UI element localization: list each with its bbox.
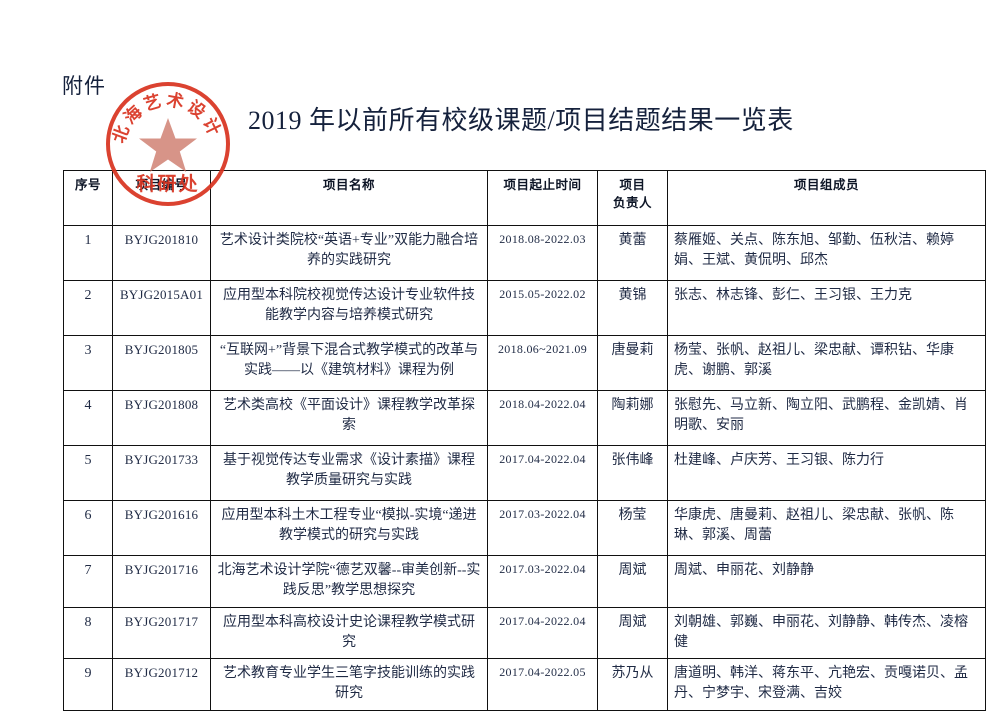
table-row: 1 BYJG201810 艺术设计类院校“英语+专业”双能力融合培养的实践研究 … bbox=[63, 225, 986, 281]
table-row: 9 BYJG201712 艺术教育专业学生三笔字技能训练的实践研究 2017.0… bbox=[63, 658, 986, 711]
cell-code: BYJG201712 bbox=[112, 658, 211, 711]
table-row: 4 BYJG201808 艺术类高校《平面设计》课程教学改革探索 2018.04… bbox=[63, 390, 986, 446]
cell-leader: 苏乃从 bbox=[597, 658, 668, 711]
header-name: 项目名称 bbox=[210, 170, 488, 226]
cell-members: 张志、林志锋、彭仁、王习银、王力克 bbox=[667, 280, 986, 336]
page-title: 2019 年以前所有校级课题/项目结题结果一览表 bbox=[248, 106, 794, 135]
cell-period: 2018.04-2022.04 bbox=[487, 390, 598, 446]
cell-index: 8 bbox=[63, 606, 113, 660]
cell-name: “互联网+”背景下混合式教学模式的改革与实践——以《建筑材料》课程为例 bbox=[210, 335, 488, 391]
header-members: 项目组成员 bbox=[667, 170, 986, 226]
cell-members: 杨莹、张帆、赵祖儿、梁忠献、谭积钻、华康虎、谢鹏、郭溪 bbox=[667, 335, 986, 391]
cell-index: 9 bbox=[63, 658, 113, 711]
cell-code: BYJG2015A01 bbox=[112, 280, 211, 336]
table-row: 5 BYJG201733 基于视觉传达专业需求《设计素描》课程教学质量研究与实践… bbox=[63, 445, 986, 501]
cell-code: BYJG201810 bbox=[112, 225, 211, 281]
cell-code: BYJG201717 bbox=[112, 606, 211, 660]
cell-code: BYJG201808 bbox=[112, 390, 211, 446]
seal-star-icon bbox=[139, 118, 197, 172]
cell-name: 应用型本科院校视觉传达设计专业软件技能教学内容与培养模式研究 bbox=[210, 280, 488, 336]
header-leader-line1: 项目 bbox=[619, 178, 646, 192]
cell-members: 唐道明、韩洋、蒋东平、亢艳宏、贡嘎诺贝、孟丹、宁梦宇、宋登满、吉姣 bbox=[667, 658, 986, 711]
cell-period: 2017.03-2022.04 bbox=[487, 555, 598, 608]
cell-code: BYJG201616 bbox=[112, 500, 211, 556]
table-row: 3 BYJG201805 “互联网+”背景下混合式教学模式的改革与实践——以《建… bbox=[63, 335, 986, 391]
cell-leader: 黄蕾 bbox=[597, 225, 668, 281]
table-header-row: 序号 项目编号 项目名称 项目起止时间 项目 负责人 项目组成员 bbox=[63, 170, 986, 226]
cell-index: 5 bbox=[63, 445, 113, 501]
cell-members: 周斌、申丽花、刘静静 bbox=[667, 555, 986, 608]
header-leader: 项目 负责人 bbox=[597, 170, 668, 226]
cell-members: 华康虎、唐曼莉、赵祖儿、梁忠献、张帆、陈琳、郭溪、周蕾 bbox=[667, 500, 986, 556]
cell-name: 应用型本科高校设计史论课程教学模式研究 bbox=[210, 606, 488, 660]
cell-code: BYJG201716 bbox=[112, 555, 211, 608]
cell-index: 3 bbox=[63, 335, 113, 391]
cell-leader: 陶莉娜 bbox=[597, 390, 668, 446]
cell-period: 2017.04-2022.04 bbox=[487, 606, 598, 660]
cell-period: 2017.03-2022.04 bbox=[487, 500, 598, 556]
cell-index: 7 bbox=[63, 555, 113, 608]
table-row: 8 BYJG201717 应用型本科高校设计史论课程教学模式研究 2017.04… bbox=[63, 606, 986, 660]
cell-leader: 黄锦 bbox=[597, 280, 668, 336]
table-row: 7 BYJG201716 北海艺术设计学院“德艺双馨--审美创新--实践反思”教… bbox=[63, 555, 986, 608]
cell-name: 艺术教育专业学生三笔字技能训练的实践研究 bbox=[210, 658, 488, 711]
attachment-label: 附件 bbox=[62, 75, 106, 98]
cell-name: 艺术类高校《平面设计》课程教学改革探索 bbox=[210, 390, 488, 446]
results-table: 序号 项目编号 项目名称 项目起止时间 项目 负责人 项目组成员 1 BYJG2… bbox=[63, 170, 986, 711]
cell-name: 基于视觉传达专业需求《设计素描》课程教学质量研究与实践 bbox=[210, 445, 488, 501]
cell-members: 杜建峰、卢庆芳、王习银、陈力行 bbox=[667, 445, 986, 501]
cell-period: 2015.05-2022.02 bbox=[487, 280, 598, 336]
cell-code: BYJG201733 bbox=[112, 445, 211, 501]
header-code: 项目编号 bbox=[112, 170, 211, 226]
cell-leader: 周斌 bbox=[597, 555, 668, 608]
table-row: 2 BYJG2015A01 应用型本科院校视觉传达设计专业软件技能教学内容与培养… bbox=[63, 280, 986, 336]
table-row: 6 BYJG201616 应用型本科土木工程专业“模拟-实境“递进教学模式的研究… bbox=[63, 500, 986, 556]
cell-leader: 唐曼莉 bbox=[597, 335, 668, 391]
cell-leader: 周斌 bbox=[597, 606, 668, 660]
cell-period: 2018.06~2021.09 bbox=[487, 335, 598, 391]
document-page: 附件 2019 年以前所有校级课题/项目结题结果一览表 序号 项目编号 项目名称… bbox=[62, 75, 986, 711]
header-leader-line2: 负责人 bbox=[612, 196, 652, 211]
cell-leader: 张伟峰 bbox=[597, 445, 668, 501]
cell-index: 6 bbox=[63, 500, 113, 556]
header-period: 项目起止时间 bbox=[487, 170, 598, 226]
cell-index: 1 bbox=[63, 225, 113, 281]
cell-code: BYJG201805 bbox=[112, 335, 211, 391]
cell-members: 刘朝雄、郭巍、申丽花、刘静静、韩传杰、凌榕健 bbox=[667, 606, 986, 660]
cell-index: 2 bbox=[63, 280, 113, 336]
header-index: 序号 bbox=[63, 170, 113, 226]
cell-name: 艺术设计类院校“英语+专业”双能力融合培养的实践研究 bbox=[210, 225, 488, 281]
seal-outer-text: 北海艺术设计学院 bbox=[104, 80, 226, 146]
cell-index: 4 bbox=[63, 390, 113, 446]
cell-members: 蔡雁姬、关点、陈东旭、邹勤、伍秋洁、赖婷娟、王斌、黄侃明、邱杰 bbox=[667, 225, 986, 281]
cell-name: 北海艺术设计学院“德艺双馨--审美创新--实践反思”教学思想探究 bbox=[210, 555, 488, 608]
cell-leader: 杨莹 bbox=[597, 500, 668, 556]
cell-period: 2017.04-2022.04 bbox=[487, 445, 598, 501]
cell-period: 2017.04-2022.05 bbox=[487, 658, 598, 711]
cell-name: 应用型本科土木工程专业“模拟-实境“递进教学模式的研究与实践 bbox=[210, 500, 488, 556]
cell-members: 张慰先、马立新、陶立阳、武鹏程、金凯婧、肖明歌、安丽 bbox=[667, 390, 986, 446]
cell-period: 2018.08-2022.03 bbox=[487, 225, 598, 281]
